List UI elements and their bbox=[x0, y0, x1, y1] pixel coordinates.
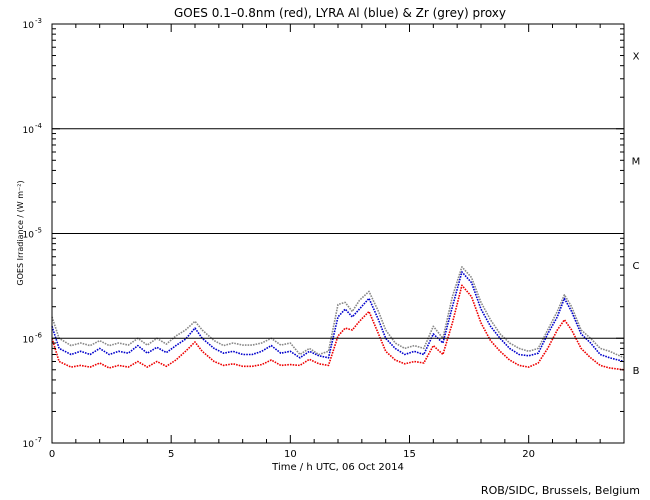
x-tick-label-4: 20 bbox=[522, 449, 535, 460]
x-tick-label-3: 15 bbox=[403, 449, 416, 460]
x-tick-label-0: 0 bbox=[49, 449, 55, 460]
flare-class-b: B bbox=[633, 366, 640, 377]
y-tick-base-0: 10 bbox=[23, 440, 35, 450]
y-axis-label: GOES Irradiance / (W m⁻²) bbox=[16, 180, 25, 285]
series-layer bbox=[51, 266, 625, 371]
series-line-0 bbox=[51, 266, 625, 359]
y-tick-exp-1: -6 bbox=[35, 331, 43, 339]
y-tick-exp-0: -7 bbox=[35, 436, 42, 444]
y-tick-base-2: 10 bbox=[23, 231, 35, 241]
flare-class-x: X bbox=[633, 52, 640, 63]
flare-threshold-lines bbox=[52, 128, 624, 339]
chart-title: GOES 0.1–0.8nm (red), LYRA Al (blue) & Z… bbox=[174, 6, 506, 20]
flare-class-labels: X M C B bbox=[632, 52, 641, 377]
x-axis-label: Time / h UTC, 06 Oct 2014 bbox=[271, 462, 404, 473]
y-tick-base-1: 10 bbox=[23, 335, 35, 345]
y-tick-exp-2: -5 bbox=[35, 227, 42, 235]
x-axis: 0 5 10 15 20 bbox=[49, 24, 625, 460]
y-tick-exp-3: -4 bbox=[35, 122, 43, 130]
series-line-1 bbox=[51, 271, 625, 363]
x-tick-label-2: 10 bbox=[284, 449, 297, 460]
y-axis: 10-710-610-510-410-3 bbox=[23, 17, 624, 450]
y-tick-exp-4: -3 bbox=[35, 17, 42, 25]
flare-class-c: C bbox=[633, 261, 640, 272]
y-tick-base-3: 10 bbox=[23, 126, 35, 136]
series-line-2 bbox=[51, 284, 625, 371]
y-tick-base-4: 10 bbox=[23, 21, 35, 31]
flare-class-m: M bbox=[632, 156, 641, 167]
credit-label: ROB/SIDC, Brussels, Belgium bbox=[481, 484, 640, 497]
x-tick-label-1: 5 bbox=[168, 449, 174, 460]
